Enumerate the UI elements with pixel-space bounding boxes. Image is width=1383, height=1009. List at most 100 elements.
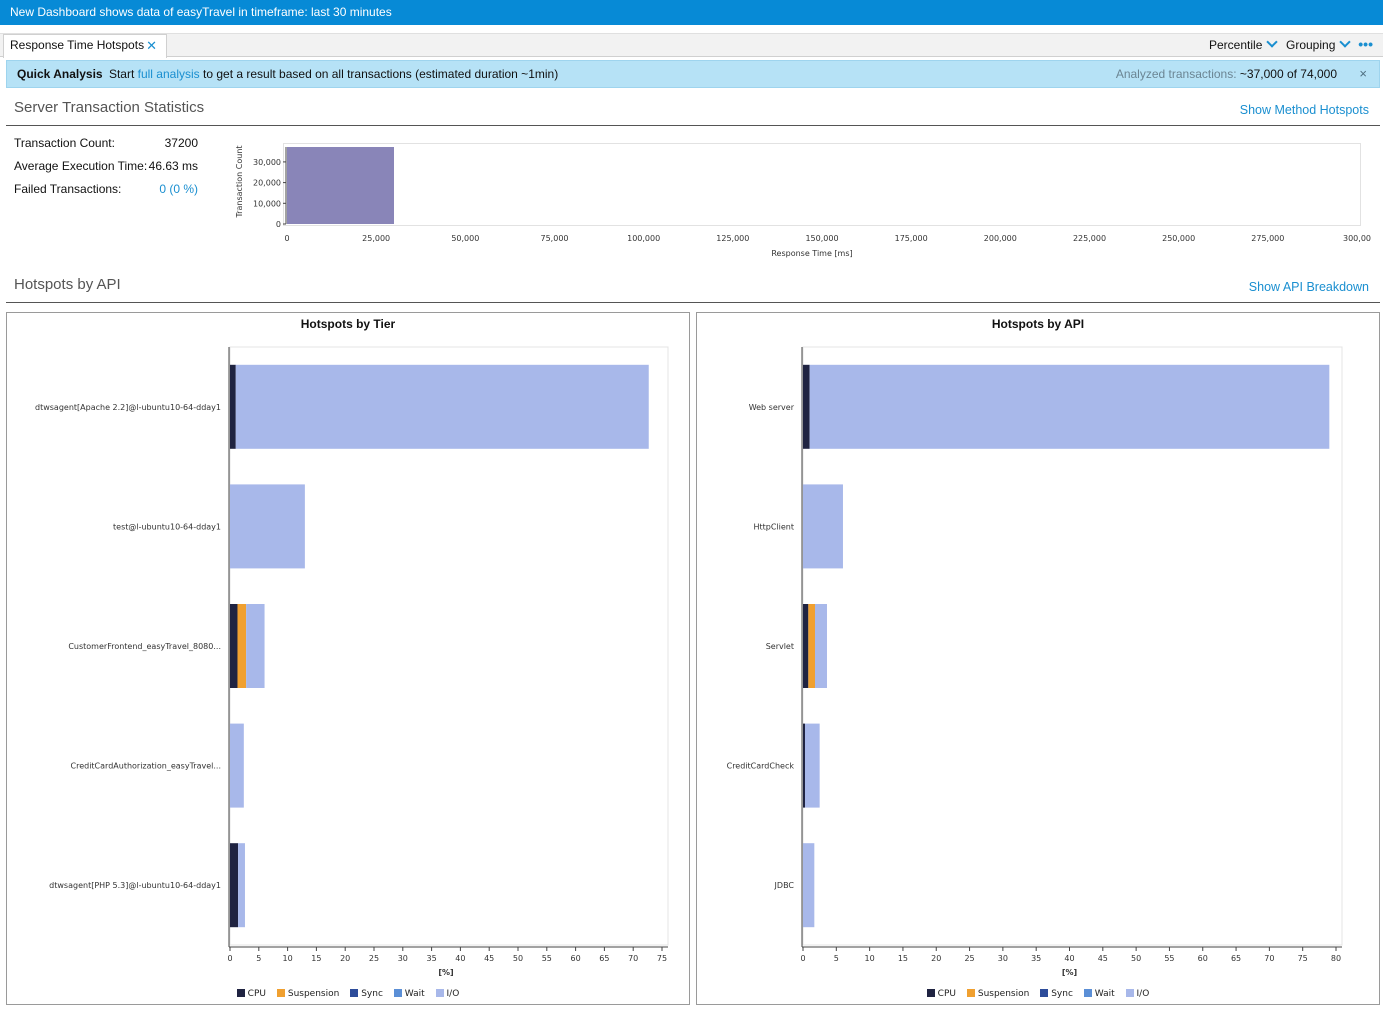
tab-response-time-hotspots[interactable]: Response Time Hotspots ✕	[3, 34, 167, 58]
bar-segment-cpu	[230, 604, 238, 688]
legend-suspension: Suspension	[966, 989, 1029, 999]
grouping-dropdown[interactable]: Grouping	[1286, 34, 1352, 56]
x-tick-label: 75	[657, 954, 667, 963]
bar-segment-io	[804, 723, 820, 808]
x-tick-label: 5	[256, 954, 261, 963]
x-tick-label: 0	[284, 234, 289, 243]
histogram-bar	[287, 147, 394, 224]
category-label: JDBC	[774, 881, 795, 890]
x-tick-label: 30	[998, 954, 1008, 963]
x-tick-label: 55	[1164, 954, 1174, 963]
legend-wait: Wait	[393, 989, 425, 999]
analyzed-label: Analyzed transactions:	[1115, 67, 1237, 81]
percentile-dropdown[interactable]: Percentile	[1209, 34, 1279, 56]
x-tick-label: 75,000	[541, 234, 569, 243]
bar-segment-io	[235, 364, 649, 449]
legend-swatch	[1125, 989, 1134, 997]
y-tick-label: 30,000	[253, 158, 281, 167]
grouping-label: Grouping	[1286, 38, 1336, 52]
quick-analysis-start: Start	[108, 67, 135, 81]
chart-title: Hotspots by Tier	[300, 317, 396, 331]
hotspots-section-title: Hotspots by API	[14, 276, 121, 293]
category-label: CreditCardCheck	[727, 762, 795, 771]
category-label: dtwsagent[PHP 5.3]@l-ubuntu10-64-dday1	[49, 881, 221, 890]
hotspots-by-api-chart: Web server HttpClient Servlet CreditCardChe…	[727, 346, 1343, 977]
x-tick-label: 75	[1298, 954, 1308, 963]
x-tick-label: 200,000	[984, 234, 1017, 243]
response-time-histogram: 0 10,000 20,000 30,000 0 25,000 50,000 75,000 10…	[235, 145, 1371, 258]
x-tick-label: 25	[964, 954, 974, 963]
chart-legend: CPU Suspension Sync Wait I/O	[697, 989, 1379, 999]
bar-segment-cpu	[230, 364, 236, 449]
bar-segment-io	[814, 604, 827, 688]
y-tick-label: 0	[276, 220, 281, 229]
x-tick-label: 70	[628, 954, 638, 963]
section-divider	[6, 125, 1380, 126]
close-icon[interactable]: ×	[1359, 66, 1367, 81]
window-title-bar: New Dashboard shows data of easyTravel i…	[0, 0, 1383, 25]
x-tick-label: 0	[227, 954, 232, 963]
category-label: HttpClient	[753, 522, 794, 531]
show-method-hotspots-link[interactable]: Show Method Hotspots	[1239, 103, 1369, 117]
x-axis-label: Response Time [ms]	[771, 249, 852, 258]
y-tick-label: 20,000	[253, 179, 281, 188]
legend-sync: Sync	[350, 989, 383, 999]
bar-segment-io	[230, 723, 244, 808]
chevron-down-icon	[1339, 36, 1352, 48]
legend-swatch	[236, 989, 245, 997]
x-tick-label: 150,000	[805, 234, 838, 243]
bar-segment-io	[809, 364, 1330, 449]
bar-segment-io	[803, 484, 843, 569]
bar-segment-cpu	[803, 364, 810, 449]
x-tick-label: 45	[1098, 954, 1108, 963]
category-label: CreditCardAuthorization_easyTravel...	[71, 762, 222, 771]
legend-swatch	[393, 989, 402, 997]
avg-exec-time-label: Average Execution Time:	[14, 159, 148, 173]
x-tick-label: 60	[1198, 954, 1208, 963]
failed-transactions-value[interactable]: 0 (0 %)	[159, 182, 198, 196]
legend-swatch	[1040, 989, 1049, 997]
x-tick-label: 250,000	[1162, 234, 1195, 243]
x-tick-label: 50,000	[451, 234, 479, 243]
x-axis-label: [%]	[438, 968, 453, 977]
x-tick-label: 10	[865, 954, 875, 963]
x-tick-label: 45	[484, 954, 494, 963]
x-tick-label: 125,000	[716, 234, 749, 243]
legend-swatch	[435, 989, 444, 997]
category-label: Web server	[749, 403, 795, 412]
more-options-icon[interactable]: •••	[1358, 36, 1373, 52]
legend-swatch	[966, 989, 975, 997]
x-axis-label: [%]	[1062, 968, 1077, 977]
analyzed-value: ~37,000 of 74,000	[1239, 67, 1337, 81]
x-tick-label: 0	[800, 954, 805, 963]
show-api-breakdown-link[interactable]: Show API Breakdown	[1248, 280, 1369, 294]
x-tick-label: 70	[1264, 954, 1274, 963]
bar-segment-cpu	[230, 843, 239, 928]
chart-title: Hotspots by API	[991, 317, 1085, 331]
full-analysis-link[interactable]: full analysis	[137, 67, 200, 81]
x-tick-label: 100,000	[627, 234, 660, 243]
hotspots-by-tier-chart: dtwsagent[Apache 2.2]@l-ubuntu10-64-dday…	[35, 346, 669, 977]
x-tick-label: 80	[1331, 954, 1341, 963]
x-tick-label: 20	[931, 954, 941, 963]
percentile-label: Percentile	[1209, 38, 1263, 52]
x-tick-label: 50	[1131, 954, 1141, 963]
x-tick-label: 35	[427, 954, 437, 963]
bar-segment-io	[230, 484, 305, 569]
bar-segment-io	[803, 843, 815, 928]
legend-swatch	[926, 989, 935, 997]
bar-segment-cpu	[803, 723, 805, 808]
category-label: Servlet	[766, 642, 794, 651]
x-tick-label: 40	[1064, 954, 1074, 963]
bar-segment-suspension	[237, 604, 247, 688]
tab-label: Response Time Hotspots	[10, 38, 145, 52]
x-tick-label: 65	[1231, 954, 1241, 963]
close-icon[interactable]: ✕	[146, 38, 157, 53]
tab-strip: Response Time Hotspots ✕ Percentile Grou…	[0, 33, 1383, 58]
avg-exec-time-value: 46.63 ms	[148, 159, 198, 173]
hotspots-by-tier-panel: Hotspots by Tier dtwsagent[Apache 2.2]@l…	[6, 312, 690, 1005]
legend-swatch	[350, 989, 359, 997]
legend-suspension: Suspension	[276, 989, 339, 999]
x-tick-label: 175,000	[895, 234, 928, 243]
quick-analysis-bar: Quick Analysis Start full analysis to ge…	[6, 60, 1380, 88]
